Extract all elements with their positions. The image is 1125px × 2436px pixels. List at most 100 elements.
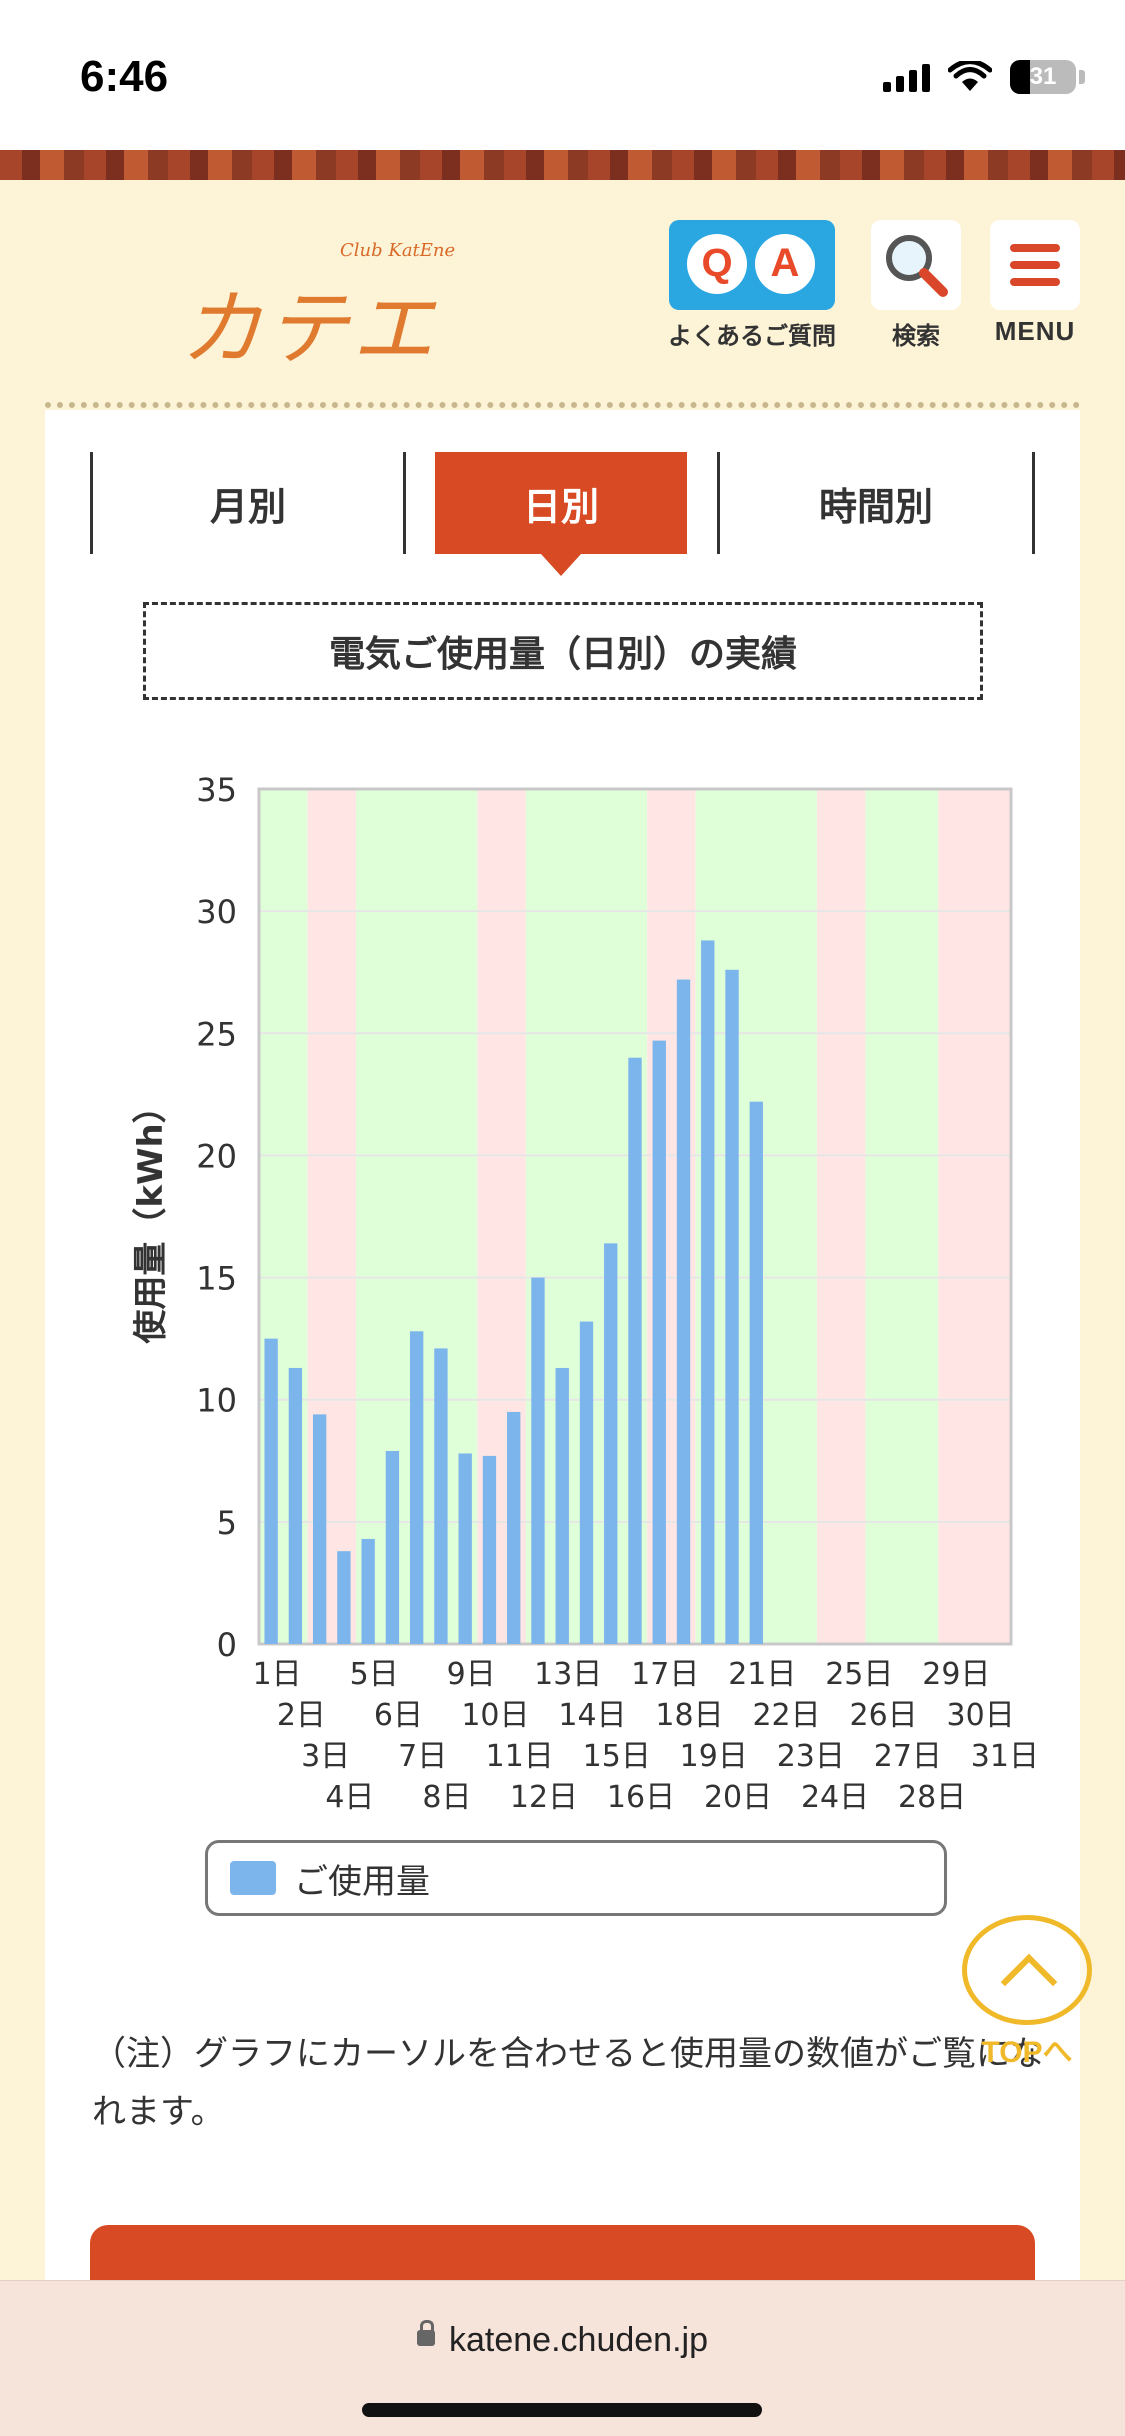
menu-button[interactable]: MENU bbox=[985, 220, 1085, 347]
period-tabs: 月別 日別 時間別 bbox=[90, 452, 1035, 576]
x-tick-label: 30日 bbox=[947, 1698, 1015, 1733]
x-tick-label: 10日 bbox=[461, 1698, 529, 1733]
url-text: katene.chuden.jp bbox=[449, 2321, 708, 2359]
x-tick-label: 14日 bbox=[558, 1698, 626, 1733]
katene-logo[interactable]: Club KatEne カテエネ bbox=[180, 240, 520, 496]
search-button[interactable]: 検索 bbox=[866, 220, 966, 351]
x-tick-label: 20日 bbox=[704, 1780, 772, 1815]
magnifier-icon bbox=[871, 220, 961, 310]
x-tick-label: 19日 bbox=[680, 1739, 748, 1774]
x-tick-label: 6日 bbox=[374, 1698, 423, 1733]
bar bbox=[628, 1057, 642, 1644]
x-tick-label: 29日 bbox=[922, 1657, 990, 1692]
bar bbox=[652, 1040, 666, 1644]
bar bbox=[410, 1331, 424, 1644]
x-tick-label: 27日 bbox=[874, 1739, 942, 1774]
logo-subtitle: Club KatEne bbox=[340, 240, 456, 261]
bar bbox=[385, 1451, 400, 1644]
x-tick-label: 21日 bbox=[728, 1657, 796, 1692]
x-tick-label: 8日 bbox=[422, 1780, 471, 1815]
y-tick-label: 5 bbox=[217, 1504, 237, 1542]
x-tick-label: 11日 bbox=[486, 1739, 554, 1774]
bar bbox=[482, 1455, 497, 1644]
x-tick-label: 26日 bbox=[849, 1698, 917, 1733]
y-tick-label: 20 bbox=[196, 1137, 237, 1175]
bar bbox=[676, 979, 691, 1644]
x-tick-label: 12日 bbox=[510, 1780, 578, 1815]
x-tick-label: 1日 bbox=[253, 1657, 302, 1692]
x-tick-label: 7日 bbox=[398, 1739, 447, 1774]
chevron-up-icon bbox=[962, 1915, 1092, 2025]
tab-hourly-label: 時間別 bbox=[818, 484, 933, 529]
tab-hourly[interactable]: 時間別 bbox=[720, 452, 1032, 554]
battery-tip bbox=[1079, 70, 1085, 84]
bar bbox=[749, 1101, 763, 1644]
bar bbox=[312, 1414, 327, 1644]
url-display[interactable]: katene.chuden.jp bbox=[0, 2320, 1125, 2360]
tab-separator bbox=[403, 452, 406, 554]
x-tick-label: 28日 bbox=[898, 1780, 966, 1815]
tab-daily[interactable]: 日別 bbox=[435, 452, 687, 576]
tab-separator bbox=[90, 452, 93, 554]
y-tick-label: 0 bbox=[217, 1626, 237, 1664]
status-icons: 31 bbox=[883, 60, 1085, 94]
chart-band bbox=[938, 789, 1011, 1644]
header-divider bbox=[45, 402, 1080, 408]
tab-monthly-label: 月別 bbox=[209, 484, 286, 529]
battery-level: 31 bbox=[1029, 63, 1057, 90]
bar bbox=[361, 1538, 375, 1644]
browser-url-bar[interactable]: katene.chuden.jp bbox=[0, 2280, 1125, 2436]
x-tick-label: 22日 bbox=[752, 1698, 820, 1733]
bar bbox=[555, 1367, 569, 1644]
y-tick-label: 30 bbox=[196, 893, 237, 931]
x-tick-label: 9日 bbox=[447, 1657, 496, 1692]
y-tick-label: 25 bbox=[196, 1015, 237, 1053]
y-axis-label: 使用量（kWh） bbox=[131, 1089, 171, 1344]
bar bbox=[604, 1243, 618, 1644]
x-tick-label: 31日 bbox=[971, 1739, 1039, 1774]
menu-label: MENU bbox=[994, 316, 1076, 346]
back-to-top-button[interactable]: TOPへ bbox=[962, 1915, 1092, 2071]
qa-icon: Q A bbox=[669, 220, 835, 310]
bar bbox=[531, 1277, 545, 1644]
daily-usage-chart[interactable]: 0 5 10 15 20 25 30 35 1日 2日 3日 4日 5日 6日 7日 8日 9日 10日 11日 12… bbox=[100, 760, 1060, 1820]
faq-button[interactable]: Q A よくあるご質問 bbox=[662, 220, 842, 351]
y-tick-label: 15 bbox=[196, 1260, 237, 1298]
home-indicator[interactable] bbox=[362, 2403, 762, 2417]
x-tick-label: 5日 bbox=[350, 1657, 399, 1692]
x-tick-label: 3日 bbox=[301, 1739, 350, 1774]
legend-label: ご使用量 bbox=[294, 1861, 430, 1902]
lock-icon bbox=[417, 2320, 435, 2347]
bar bbox=[701, 940, 715, 1644]
decorative-strip bbox=[0, 150, 1125, 180]
x-tick-label: 23日 bbox=[777, 1739, 845, 1774]
y-tick-label: 35 bbox=[196, 771, 237, 809]
x-tick-label: 17日 bbox=[631, 1657, 699, 1692]
bar bbox=[288, 1367, 303, 1644]
bar bbox=[458, 1453, 472, 1644]
qa-q-glyph: Q bbox=[687, 234, 747, 294]
bar bbox=[337, 1551, 351, 1644]
legend-swatch bbox=[230, 1861, 276, 1895]
status-bar: 6:46 31 bbox=[0, 0, 1125, 150]
back-to-top-label: TOPへ bbox=[981, 2036, 1073, 2069]
signal-icon bbox=[883, 62, 930, 92]
x-tick-label: 24日 bbox=[801, 1780, 869, 1815]
qa-a-glyph: A bbox=[755, 234, 815, 294]
faq-label: よくあるご質問 bbox=[668, 322, 836, 350]
tab-daily-label: 日別 bbox=[522, 484, 599, 529]
chart-legend[interactable]: ご使用量 bbox=[205, 1840, 947, 1916]
tab-monthly[interactable]: 月別 bbox=[93, 452, 403, 554]
x-tick-label: 13日 bbox=[534, 1657, 602, 1692]
chart-band bbox=[816, 789, 866, 1644]
section-title-text: 電気ご使用量（日別）の実績 bbox=[328, 634, 797, 675]
bar bbox=[725, 969, 739, 1644]
hamburger-icon bbox=[990, 220, 1080, 310]
tab-separator bbox=[1032, 452, 1035, 554]
x-tick-label: 16日 bbox=[607, 1780, 675, 1815]
battery-icon: 31 bbox=[1010, 60, 1076, 94]
site-header: Club KatEne カテエネ Q A よくあるご質問 検索 MENU bbox=[0, 180, 1125, 496]
x-tick-label: 4日 bbox=[325, 1780, 374, 1815]
section-title: 電気ご使用量（日別）の実績 bbox=[143, 602, 983, 700]
status-time: 6:46 bbox=[80, 52, 169, 101]
